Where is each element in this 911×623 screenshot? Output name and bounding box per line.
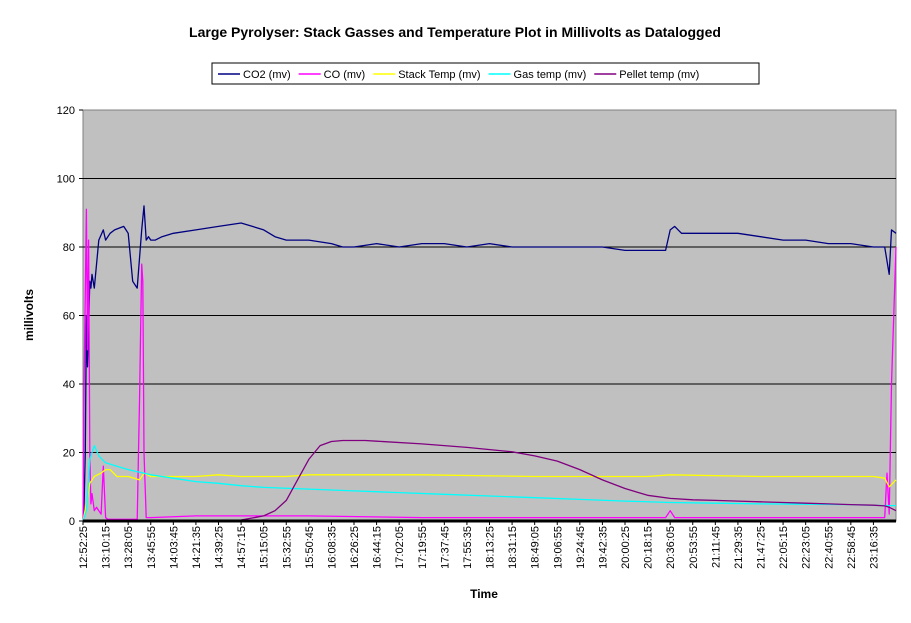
- y-tick-label: 100: [57, 174, 75, 186]
- x-tick-label: 21:11:45: [710, 526, 722, 568]
- x-tick-label: 18:31:15: [507, 526, 519, 569]
- x-tick-label: 23:16:35: [868, 526, 880, 569]
- series-line-1: [82, 205, 897, 522]
- x-tick-label: 13:10:15: [101, 526, 113, 569]
- legend-label: CO2 (mv): [243, 69, 291, 81]
- y-tick-label: 40: [63, 379, 75, 391]
- x-tick-label: 21:47:25: [756, 526, 768, 569]
- x-tick-label: 22:58:45: [846, 526, 858, 569]
- chart-title: Large Pyrolyser: Stack Gasses and Temper…: [189, 24, 721, 40]
- x-tick-label: 14:03:45: [168, 526, 180, 569]
- y-axis: 0 20 40 60 80 100 120: [57, 105, 83, 528]
- series-line-3: [82, 468, 897, 522]
- legend-label: CO (mv): [324, 69, 366, 81]
- y-tick-label: 80: [63, 242, 75, 254]
- y-axis-title: millivolts: [22, 289, 36, 341]
- gridlines: [83, 178, 896, 453]
- legend-entry: Gas temp (mv): [488, 69, 587, 81]
- legend-box: [211, 62, 760, 85]
- x-tick-label: 14:39:25: [214, 526, 226, 569]
- legend: CO2 (mv) CO (mv) Stack Temp (mv) Gas temp (…: [211, 62, 760, 85]
- series-line-2: [82, 208, 897, 522]
- x-tick-label: 18:13:25: [485, 526, 497, 569]
- x-tick-label: 15:15:05: [259, 526, 271, 569]
- y-tick-label: 60: [63, 311, 75, 323]
- x-tick-label: 14:21:35: [191, 526, 203, 569]
- legend-entry: Pellet temp (mv): [594, 69, 699, 81]
- legend-entry: CO (mv): [298, 69, 366, 81]
- x-tick-label: 20:36:05: [665, 526, 677, 569]
- legend-entry: Stack Temp (mv): [373, 69, 481, 81]
- legend-entry: CO2 (mv): [218, 69, 291, 81]
- series-line-5: [83, 439, 897, 522]
- x-tick-label: 12:52:25: [78, 526, 90, 569]
- x-tick-label: 17:19:55: [417, 526, 429, 569]
- x-tick-label: 17:55:35: [462, 526, 474, 569]
- x-tick-label: 19:42:35: [597, 526, 609, 569]
- y-tick-label: 120: [57, 105, 75, 117]
- x-tick-label: 20:53:55: [688, 526, 700, 569]
- x-tick-label: 21:29:35: [733, 526, 745, 569]
- x-tick-label: 19:06:55: [552, 526, 564, 569]
- legend-label: Stack Temp (mv): [398, 69, 480, 81]
- x-tick-label: 15:50:45: [304, 526, 316, 569]
- x-tick-label: 13:28:05: [123, 526, 135, 569]
- x-tick-label: 15:32:55: [281, 526, 293, 569]
- y-tick-label: 20: [63, 448, 75, 460]
- x-tick-label: 14:57:15: [236, 526, 248, 569]
- x-tick-label: 13:45:55: [146, 526, 158, 569]
- x-tick-label: 20:00:25: [620, 526, 632, 569]
- x-tick-label: 22:05:15: [778, 526, 790, 569]
- series-group: [82, 205, 897, 522]
- legend-label: Pellet temp (mv): [619, 69, 699, 81]
- x-tick-label: 17:02:05: [394, 526, 406, 569]
- x-axis-title: Time: [470, 587, 498, 601]
- x-tick-label: 22:40:55: [823, 526, 835, 569]
- x-tick-label: 22:23:05: [801, 526, 813, 569]
- x-tick-label: 16:26:25: [349, 526, 361, 569]
- x-axis: 12:52:25 13:10:15 13:28:05 13:45:55 14:03:45…: [78, 519, 896, 569]
- x-tick-label: 16:44:15: [372, 526, 384, 569]
- y-tick-label: 0: [69, 516, 75, 528]
- legend-label: Gas temp (mv): [514, 69, 587, 81]
- x-tick-label: 16:08:35: [326, 526, 338, 569]
- x-tick-label: 18:49:05: [530, 526, 542, 569]
- x-tick-label: 17:37:45: [439, 526, 451, 569]
- x-tick-label: 20:18:15: [643, 526, 655, 569]
- x-tick-label: 19:24:45: [575, 526, 587, 569]
- series-line-4: [82, 444, 896, 522]
